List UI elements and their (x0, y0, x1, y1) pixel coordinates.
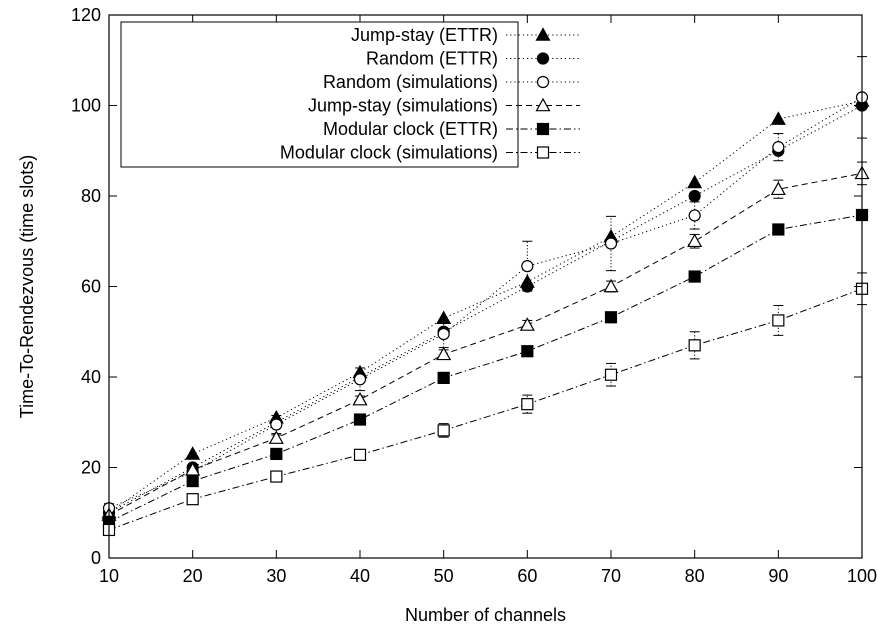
legend-marker (536, 52, 550, 65)
legend-entry: Random (ETTR) (366, 49, 580, 69)
data-point (270, 418, 283, 431)
legend-label: Modular clock (ETTR) (323, 119, 498, 139)
data-point (604, 311, 618, 324)
data-point (772, 141, 785, 154)
legend-entry: Jump-stay (simulations) (308, 96, 580, 116)
data-point (352, 391, 368, 406)
data-point (772, 314, 785, 327)
data-point (688, 209, 701, 222)
series-4 (102, 208, 869, 528)
data-point (270, 470, 283, 483)
data-point (353, 448, 367, 461)
series-3 (101, 161, 870, 521)
x-axis-title: Number of channels (405, 605, 566, 625)
data-point (437, 371, 450, 385)
y-tick-label: 40 (81, 367, 101, 387)
data-point (603, 278, 619, 293)
series-line (108, 96, 863, 509)
series-line (108, 100, 863, 514)
data-point (521, 260, 534, 273)
x-tick-label: 60 (517, 566, 537, 586)
data-point (270, 447, 283, 461)
y-axis-title: Time-To-Rendezvous (time slots) (17, 155, 37, 418)
legend-marker (535, 97, 551, 112)
data-point (436, 346, 452, 361)
series-line (108, 172, 863, 516)
series-5 (102, 272, 869, 537)
axes: 10 20 30 40 50 60 70 80 90 100 0 20 40 60 80 100 120 (71, 5, 877, 586)
series-line (108, 288, 863, 531)
legend: Jump-stay (ETTR) Random (ETTR) Random (sim… (120, 21, 580, 168)
legend-label: Modular clock (simulations) (280, 143, 498, 163)
legend-marker (536, 146, 550, 159)
x-tick-label: 20 (183, 566, 203, 586)
x-tick-label: 80 (685, 566, 705, 586)
x-tick-label: 30 (266, 566, 286, 586)
x-tick-label: 100 (847, 566, 877, 586)
legend-box (120, 21, 519, 168)
legend-entry: Modular clock (simulations) (280, 143, 580, 163)
data-point (519, 317, 535, 331)
legend-entry: Jump-stay (ETTR) (351, 25, 580, 45)
y-tick-label: 80 (81, 186, 101, 206)
legend-marker (536, 122, 550, 136)
legend-label: Jump-stay (simulations) (308, 96, 498, 116)
legend-entry: Random (simulations) (323, 72, 580, 92)
data-point (437, 327, 450, 341)
data-point (604, 368, 618, 381)
series-line (108, 214, 863, 523)
data-point (770, 111, 786, 125)
y-tick-label: 20 (81, 458, 101, 478)
data-point (770, 181, 786, 196)
legend-label: Jump-stay (ETTR) (351, 25, 498, 45)
data-point (772, 223, 785, 236)
data-point (185, 462, 201, 476)
data-point (687, 233, 703, 248)
data-point (687, 174, 703, 189)
legend-entry: Modular clock (ETTR) (323, 119, 580, 139)
plot-area (101, 56, 870, 537)
legend-marker (535, 27, 551, 41)
x-tick-label: 10 (99, 566, 119, 586)
data-point (185, 446, 201, 460)
x-tick-label: 70 (601, 566, 621, 586)
x-tick-label: 40 (350, 566, 370, 586)
y-tick-label: 120 (71, 5, 101, 25)
legend-label: Random (simulations) (323, 72, 498, 92)
data-point (688, 339, 701, 352)
data-point (521, 345, 534, 358)
y-tick-label: 60 (81, 277, 101, 297)
data-point (521, 398, 534, 411)
data-point (186, 493, 199, 506)
x-tick-label: 90 (768, 566, 788, 586)
series-2 (102, 56, 869, 515)
data-point (437, 424, 450, 437)
data-point (186, 474, 199, 488)
data-point (353, 413, 367, 426)
x-tick-label: 50 (434, 566, 454, 586)
data-point (604, 237, 618, 250)
data-point (268, 430, 284, 444)
legend-marker (536, 75, 550, 89)
y-tick-label: 100 (71, 96, 101, 116)
legend-label: Random (ETTR) (366, 49, 498, 69)
y-tick-label: 0 (91, 548, 101, 568)
data-point (353, 373, 367, 386)
data-point (688, 189, 701, 203)
data-point (688, 270, 701, 283)
